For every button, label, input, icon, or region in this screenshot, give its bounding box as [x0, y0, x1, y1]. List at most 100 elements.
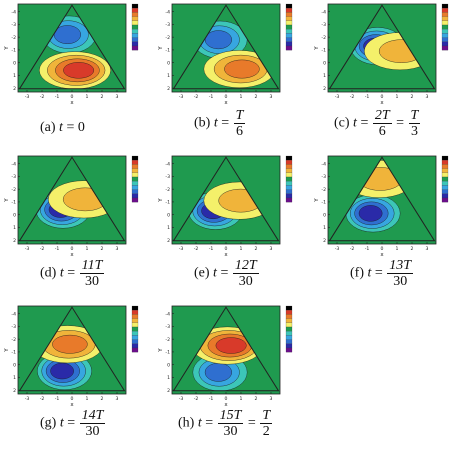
colorbar-swatch: [131, 197, 139, 203]
colorbar-legend: [131, 155, 139, 203]
colorbar-legend: [441, 155, 449, 203]
colorbar-swatch: [131, 160, 139, 165]
colorbar-swatch: [131, 347, 139, 353]
y-tick-label: -4: [11, 311, 16, 317]
contour-bands: [192, 20, 276, 88]
colorbar-swatch: [285, 339, 293, 344]
colorbar-swatch: [441, 160, 449, 165]
fraction-numerator: 2T: [372, 108, 392, 124]
colorbar-swatch: [131, 8, 139, 13]
x-tick-label: 1: [240, 246, 243, 252]
x-axis-label: x: [224, 252, 228, 258]
fraction-numerator: T: [260, 408, 273, 424]
x-tick-label: 1: [240, 396, 243, 402]
colorbar-legend: [131, 305, 139, 353]
y-tick-label: 0: [323, 212, 326, 218]
x-tick-label: 0: [71, 396, 74, 402]
colorbar-swatch: [131, 155, 139, 161]
colorbar-swatch: [441, 189, 449, 194]
x-tick-label: -2: [40, 246, 45, 252]
x-tick-label: 2: [411, 94, 414, 100]
y-tick-label: -4: [165, 161, 170, 167]
x-tick-label: -3: [25, 94, 30, 100]
y-tick-label: -1: [165, 200, 170, 206]
y-tick-label: -4: [321, 9, 326, 15]
colorbar-swatch: [131, 29, 139, 34]
colorbar-swatch: [131, 176, 139, 182]
colorbar-swatch: [131, 16, 139, 21]
panel-caption: (f) t = 13T 30: [350, 258, 414, 289]
time-fraction: 12T 30: [232, 258, 259, 289]
colorbar-swatch: [131, 45, 139, 51]
x-tick-label: -2: [350, 246, 355, 252]
colorbar-swatch: [131, 24, 139, 30]
colorbar-swatch: [441, 29, 449, 34]
x-axis-label: x: [70, 100, 74, 106]
colorbar-swatch: [285, 172, 293, 178]
domain-triangle: [18, 4, 126, 90]
x-tick-label: 2: [255, 94, 258, 100]
colorbar-swatch: [131, 3, 139, 9]
panel-caption: (e) t = 12T 30: [194, 258, 260, 289]
x-tick-label: 0: [225, 94, 228, 100]
colorbar-swatch: [131, 318, 139, 323]
x-tick-label: 2: [255, 396, 258, 402]
y-tick-label: -2: [321, 35, 326, 41]
x-axis-label: x: [380, 100, 384, 106]
fraction-numerator: 11T: [79, 258, 105, 274]
colorbar-swatch: [285, 20, 293, 26]
y-tick-label: -1: [11, 200, 16, 206]
panel-caption: (g) t = 14T 30: [40, 408, 106, 439]
colorbar-swatch: [131, 185, 139, 190]
colorbar-swatch: [131, 193, 139, 199]
x-axis-label: x: [224, 402, 228, 408]
x-tick-label: 0: [71, 94, 74, 100]
x-tick-label: 3: [426, 246, 429, 252]
x-tick-label: -3: [179, 94, 184, 100]
fraction-denominator: 6: [378, 124, 386, 139]
x-tick-label: -1: [209, 94, 214, 100]
time-symbol: t: [59, 415, 64, 431]
colorbar-legend: [285, 3, 293, 51]
time-symbol: t: [353, 115, 357, 131]
x-tick-label: 1: [86, 396, 89, 402]
equals-sign: =: [62, 120, 78, 135]
y-tick-label: 0: [167, 362, 170, 368]
equals-sign: =: [217, 115, 233, 131]
time-symbol: t: [59, 265, 64, 281]
y-tick-label: -3: [321, 22, 326, 28]
y-tick-label: -4: [11, 161, 16, 167]
y-axis-label: Y: [4, 46, 10, 51]
contour-bands: [191, 326, 264, 391]
y-tick-label: 2: [323, 86, 326, 92]
colorbar-swatch: [285, 189, 293, 194]
y-tick-label: -1: [11, 350, 16, 356]
equals-sign: =: [371, 265, 387, 281]
x-axis-label: x: [70, 402, 74, 408]
x-tick-label: 2: [411, 246, 414, 252]
panel-label: (f): [350, 265, 368, 281]
colorbar-swatch: [441, 176, 449, 182]
y-tick-label: 2: [167, 238, 170, 244]
y-axis-label: Y: [314, 46, 320, 51]
vortex-2-band-3: [224, 59, 260, 79]
x-tick-label: -1: [365, 94, 370, 100]
equals-sign: =: [63, 265, 79, 281]
vortex-2-band-4: [215, 337, 247, 354]
y-axis-label: Y: [158, 198, 164, 203]
equals-sign: =: [201, 415, 217, 431]
colorbar-swatch: [285, 176, 293, 182]
panel-label: (g): [40, 415, 60, 431]
colorbar-swatch: [285, 305, 293, 311]
colorbar-swatch: [285, 331, 293, 336]
domain-triangle: [172, 4, 280, 90]
time-fraction: 2T 6: [372, 108, 392, 139]
time-fraction: 14T 30: [79, 408, 106, 439]
x-tick-label: 0: [381, 94, 384, 100]
x-tick-label: -2: [350, 94, 355, 100]
x-tick-label: -3: [335, 94, 340, 100]
colorbar-swatch: [441, 33, 449, 38]
colorbar-swatch: [441, 185, 449, 190]
